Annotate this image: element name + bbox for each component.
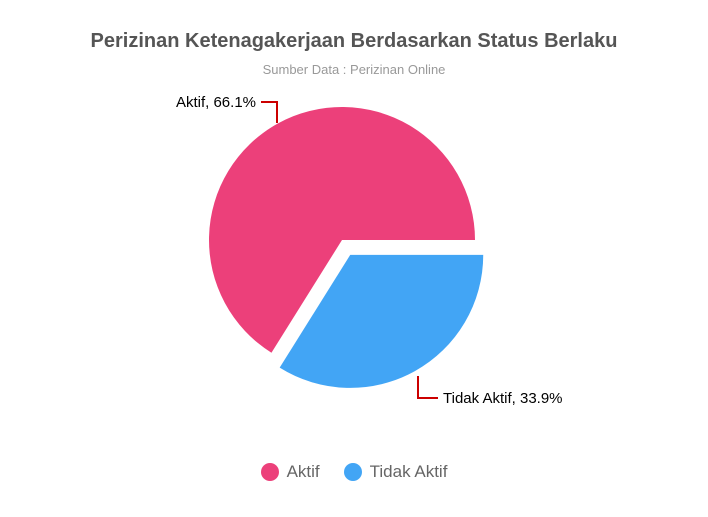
legend-swatch-aktif bbox=[260, 463, 279, 481]
data-label-aktif: Aktif, 66.1% bbox=[176, 94, 256, 111]
pie-slice-tidak-aktif[interactable] bbox=[279, 254, 484, 388]
chart-title: Perizinan Ketenagakerjaan Berdasarkan St… bbox=[90, 30, 618, 52]
data-label-tidak-aktif: Tidak Aktif, 33.9% bbox=[443, 390, 563, 407]
legend: Aktif Tidak Aktif bbox=[0, 462, 708, 482]
legend-label-aktif: Aktif bbox=[286, 462, 320, 481]
connector-tidak-aktif bbox=[417, 376, 438, 399]
legend-label-tidak-aktif: Tidak Aktif bbox=[369, 462, 448, 481]
legend-item-aktif[interactable]: Aktif bbox=[260, 462, 320, 482]
chart-subtitle: Sumber Data : Perizinan Online bbox=[262, 62, 446, 77]
connector-aktif bbox=[261, 101, 278, 123]
pie-slice-aktif[interactable] bbox=[209, 107, 475, 353]
legend-item-tidak-aktif[interactable]: Tidak Aktif bbox=[343, 462, 448, 482]
legend-swatch-tidak-aktif bbox=[343, 463, 362, 481]
